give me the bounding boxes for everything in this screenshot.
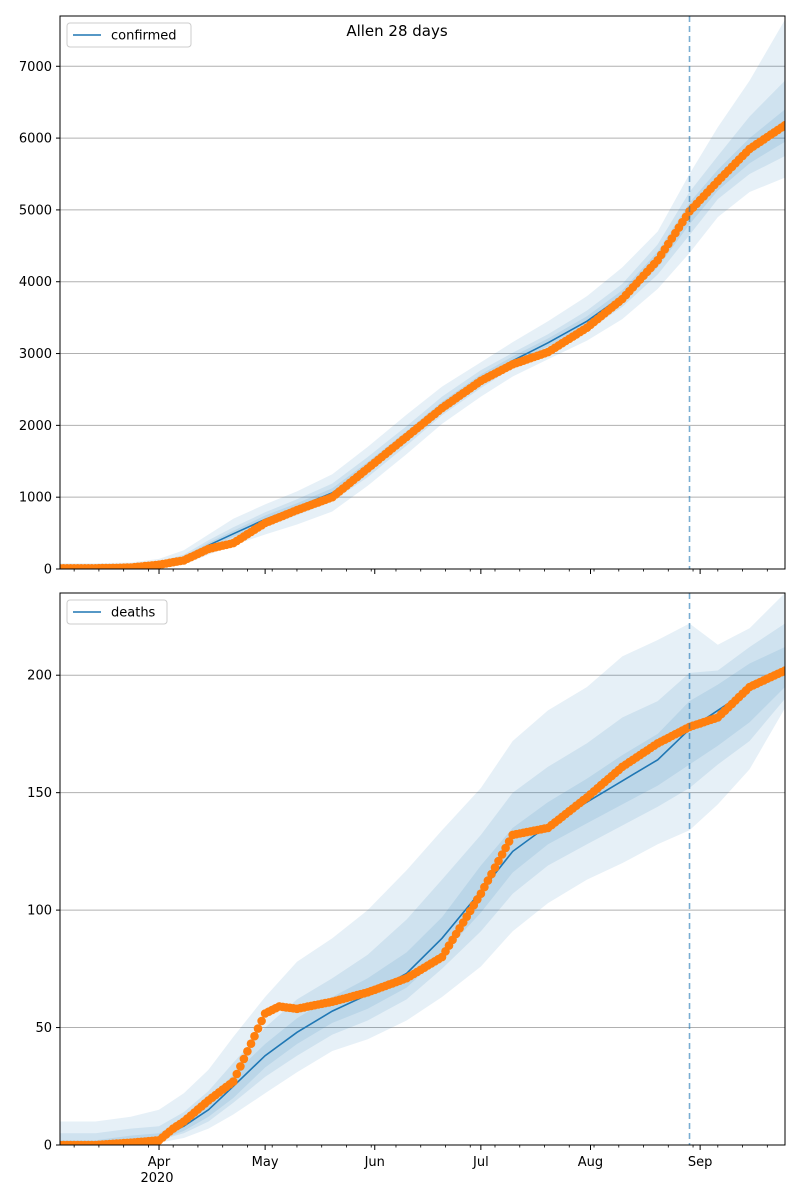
- data-point: [501, 843, 510, 853]
- legend-label: deaths: [111, 606, 156, 621]
- x-tick-label: Sep: [688, 1155, 713, 1170]
- data-point: [780, 666, 785, 675]
- data-point: [490, 863, 500, 872]
- y-tick-label: 1000: [19, 491, 52, 506]
- data-point: [243, 1047, 252, 1056]
- data-point: [236, 1062, 245, 1071]
- y-tick-label: 2000: [19, 419, 52, 434]
- data-point: [504, 837, 514, 846]
- uncertainty-band-middle: [60, 623, 785, 1145]
- y-tick-label: 0: [44, 563, 52, 578]
- legend-box: [66, 22, 192, 48]
- plot-area: [60, 19, 785, 569]
- data-point: [232, 1069, 242, 1079]
- data-point: [494, 856, 503, 866]
- data-point: [780, 120, 785, 130]
- y-tick-label: 6000: [19, 132, 52, 147]
- data-point: [250, 1031, 259, 1041]
- data-point: [239, 1054, 249, 1064]
- y-tick-label: 4000: [19, 275, 52, 290]
- data-point: [483, 876, 493, 885]
- data-point: [246, 1039, 256, 1048]
- data-point: [487, 869, 496, 879]
- legend-box: [66, 599, 168, 625]
- y-tick-label: 3000: [19, 347, 52, 362]
- data-point: [480, 882, 489, 892]
- x-tick-label: May: [252, 1155, 279, 1170]
- chart-title: Allen 28 days: [346, 22, 448, 40]
- y-tick-label: 50: [35, 1021, 52, 1036]
- data-point: [229, 1077, 238, 1086]
- confirmed-panel: 0 1000 2000 3000 4000 5000 6000 7000 confirmed: [19, 15, 786, 578]
- y-tick-label: 150: [27, 786, 52, 801]
- y-tick-label: 7000: [19, 60, 52, 75]
- data-point: [476, 889, 486, 898]
- uncertainty-band-inner: [60, 109, 785, 569]
- plot-area: [60, 593, 785, 1145]
- legend-label: confirmed: [111, 29, 177, 44]
- uncertainty-band-outer: [60, 593, 785, 1145]
- uncertainty-band-middle: [60, 80, 785, 569]
- data-point: [497, 850, 507, 859]
- y-tick-label: 0: [44, 1139, 52, 1154]
- series-line-confirmed: [60, 126, 785, 569]
- data-point: [257, 1016, 266, 1026]
- x-tick-label: Jun: [364, 1155, 385, 1170]
- deaths-panel: 0 50 100 150 200 Apr May Jun Jul Aug Sep deaths: [27, 592, 786, 1170]
- y-tick-label: 200: [27, 669, 52, 684]
- x-year-label: 2020: [140, 1171, 173, 1186]
- y-tick-label: 100: [27, 904, 52, 919]
- x-tick-label: Aug: [578, 1155, 603, 1170]
- axes-frame: [59, 15, 786, 570]
- uncertainty-band-outer: [60, 19, 785, 569]
- x-tick-label: Apr: [148, 1155, 171, 1170]
- data-point: [253, 1024, 263, 1033]
- x-tick-label: Jul: [472, 1155, 489, 1170]
- uncertainty-band-inner: [60, 647, 785, 1145]
- axes-frame: [59, 592, 786, 1146]
- y-tick-label: 5000: [19, 203, 52, 218]
